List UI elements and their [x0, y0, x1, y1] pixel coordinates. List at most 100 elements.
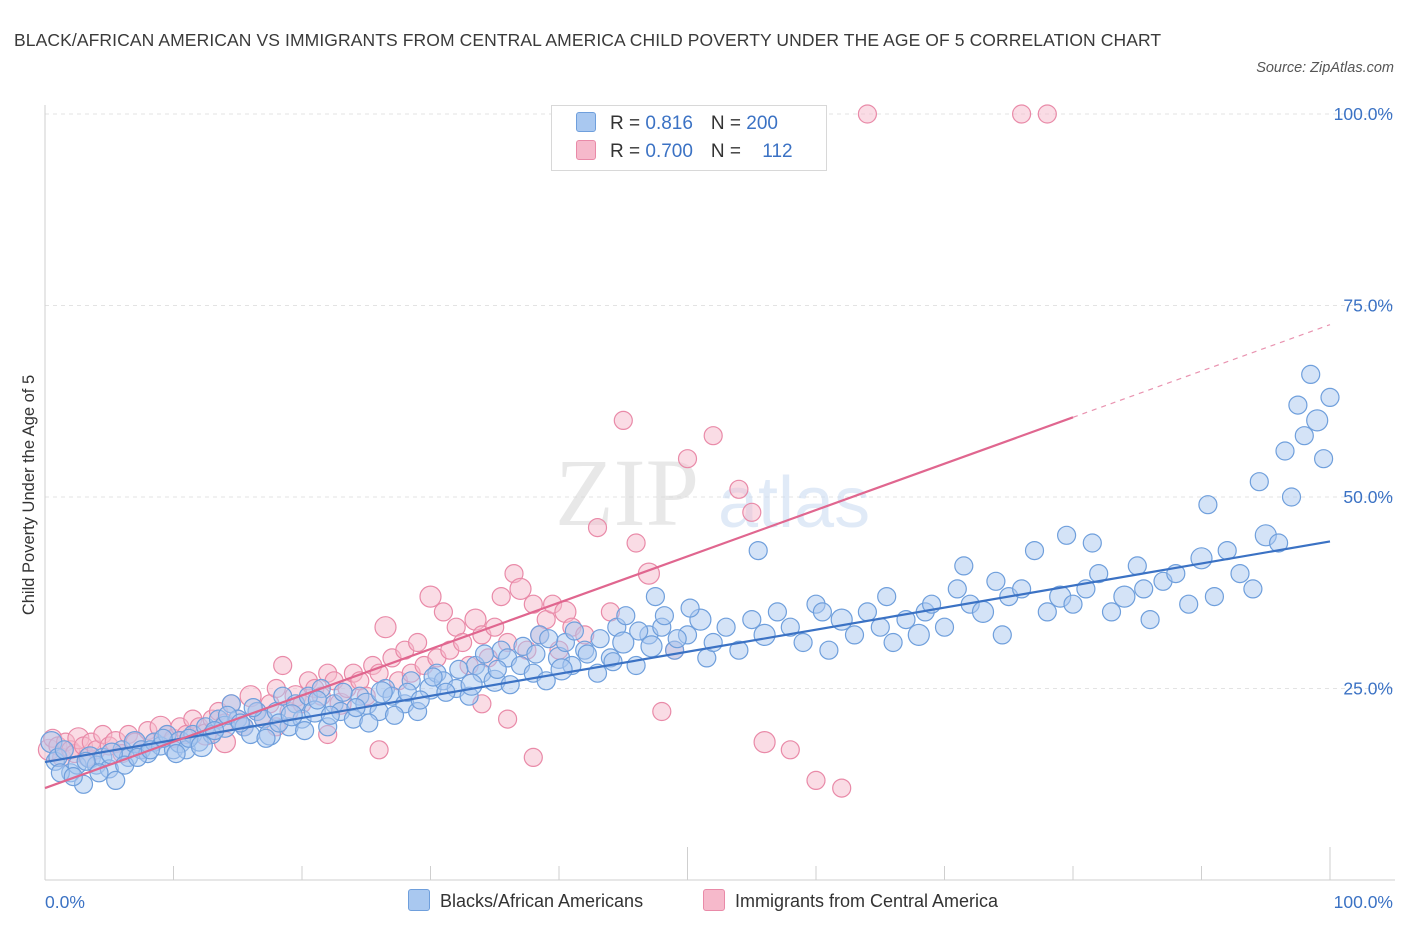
bottom-legend-pink: Immigrants from Central America	[703, 889, 998, 912]
legend: R = 0.816 N = 200 R = 0.700 N = 112	[551, 105, 827, 171]
data-point	[613, 410, 633, 430]
data-point	[374, 616, 397, 639]
data-point	[667, 629, 687, 649]
data-point	[780, 617, 800, 637]
legend-swatch-blue	[576, 112, 596, 132]
data-point	[729, 640, 749, 660]
data-point	[1037, 104, 1057, 124]
bottom-legend-blue: Blacks/African Americans	[408, 889, 643, 912]
data-point	[753, 730, 776, 754]
data-point	[883, 632, 903, 653]
data-point	[587, 517, 608, 538]
data-point	[460, 673, 483, 696]
bottom-legend-label: Immigrants from Central America	[735, 891, 999, 911]
trend-lines	[44, 324, 1331, 790]
data-point	[369, 740, 389, 760]
data-point	[680, 598, 700, 618]
data-point	[832, 778, 852, 798]
legend-n-label: N =	[710, 113, 747, 134]
data-point	[986, 571, 1006, 591]
data-point	[748, 540, 768, 561]
data-point	[1113, 585, 1136, 608]
legend-r-label: R =	[610, 113, 646, 134]
x-tick-label-max: 100.0%	[1334, 892, 1393, 912]
legend-n-value: 200	[746, 113, 778, 134]
data-point	[1179, 594, 1199, 614]
pink-series-points	[37, 104, 1057, 798]
blue-trend-line	[44, 540, 1331, 764]
legend-row-blue: R = 0.816 N = 200	[576, 111, 778, 137]
data-point	[677, 449, 698, 469]
data-point	[603, 652, 623, 672]
data-point	[1313, 449, 1334, 469]
data-point	[433, 602, 453, 622]
data-point	[1230, 563, 1250, 584]
data-point	[857, 104, 878, 124]
data-point	[793, 632, 813, 653]
data-point	[716, 617, 736, 637]
data-point	[729, 479, 749, 499]
data-point	[419, 585, 442, 608]
data-point	[1063, 594, 1083, 614]
data-point	[54, 740, 74, 760]
data-point	[273, 655, 293, 676]
data-point	[500, 675, 520, 695]
data-point	[280, 704, 303, 727]
data-point	[256, 728, 276, 748]
data-point	[577, 644, 597, 664]
data-point	[307, 690, 327, 710]
data-point	[423, 667, 443, 687]
data-point	[1204, 586, 1225, 607]
legend-r-value: 0.816	[645, 113, 693, 134]
data-point	[652, 701, 672, 722]
legend-swatch-pink	[576, 140, 596, 160]
y-tick-label: 50.0%	[1343, 487, 1393, 507]
data-point	[485, 617, 505, 637]
data-point	[1301, 364, 1321, 384]
data-point	[384, 705, 405, 725]
data-point	[370, 681, 393, 704]
data-point	[190, 734, 213, 758]
data-point	[1306, 409, 1329, 432]
data-point	[934, 617, 955, 637]
data-point	[550, 658, 573, 681]
watermark: ZIP atlas	[555, 439, 870, 546]
data-point	[1101, 602, 1122, 622]
data-point	[819, 640, 839, 660]
bottom-legend-label: Blacks/African Americans	[440, 891, 644, 911]
data-point	[295, 720, 315, 741]
data-point	[947, 579, 967, 599]
data-point	[526, 644, 546, 664]
data-point	[498, 709, 518, 729]
data-point	[992, 625, 1012, 645]
data-point	[1320, 387, 1340, 407]
data-point	[333, 682, 353, 702]
legend-r-label: R =	[610, 141, 646, 162]
data-point	[1140, 609, 1160, 630]
data-point	[491, 586, 511, 607]
data-point	[320, 705, 340, 725]
legend-n-value: 112	[762, 141, 793, 162]
bottom-legend-swatch-blue	[408, 889, 430, 911]
data-point	[742, 502, 762, 522]
data-point	[703, 426, 723, 446]
data-point	[1037, 602, 1057, 622]
data-point	[509, 577, 532, 601]
data-point	[106, 770, 126, 791]
data-point	[616, 606, 636, 626]
data-point	[857, 602, 878, 622]
data-point	[564, 621, 585, 641]
y-tick-label: 100.0%	[1334, 104, 1393, 124]
data-point	[626, 533, 646, 553]
blue-series-points	[40, 364, 1340, 794]
data-point	[1275, 441, 1295, 461]
chart-title: BLACK/AFRICAN AMERICAN VS IMMIGRANTS FRO…	[14, 30, 1162, 50]
data-point	[590, 629, 610, 649]
legend-row-pink: R = 0.700 N = 112	[576, 139, 793, 165]
source-label: Source: ZipAtlas.com	[1256, 60, 1394, 76]
data-point	[1134, 579, 1154, 599]
data-point	[487, 659, 507, 680]
data-point	[654, 606, 675, 626]
data-point	[1056, 525, 1077, 545]
